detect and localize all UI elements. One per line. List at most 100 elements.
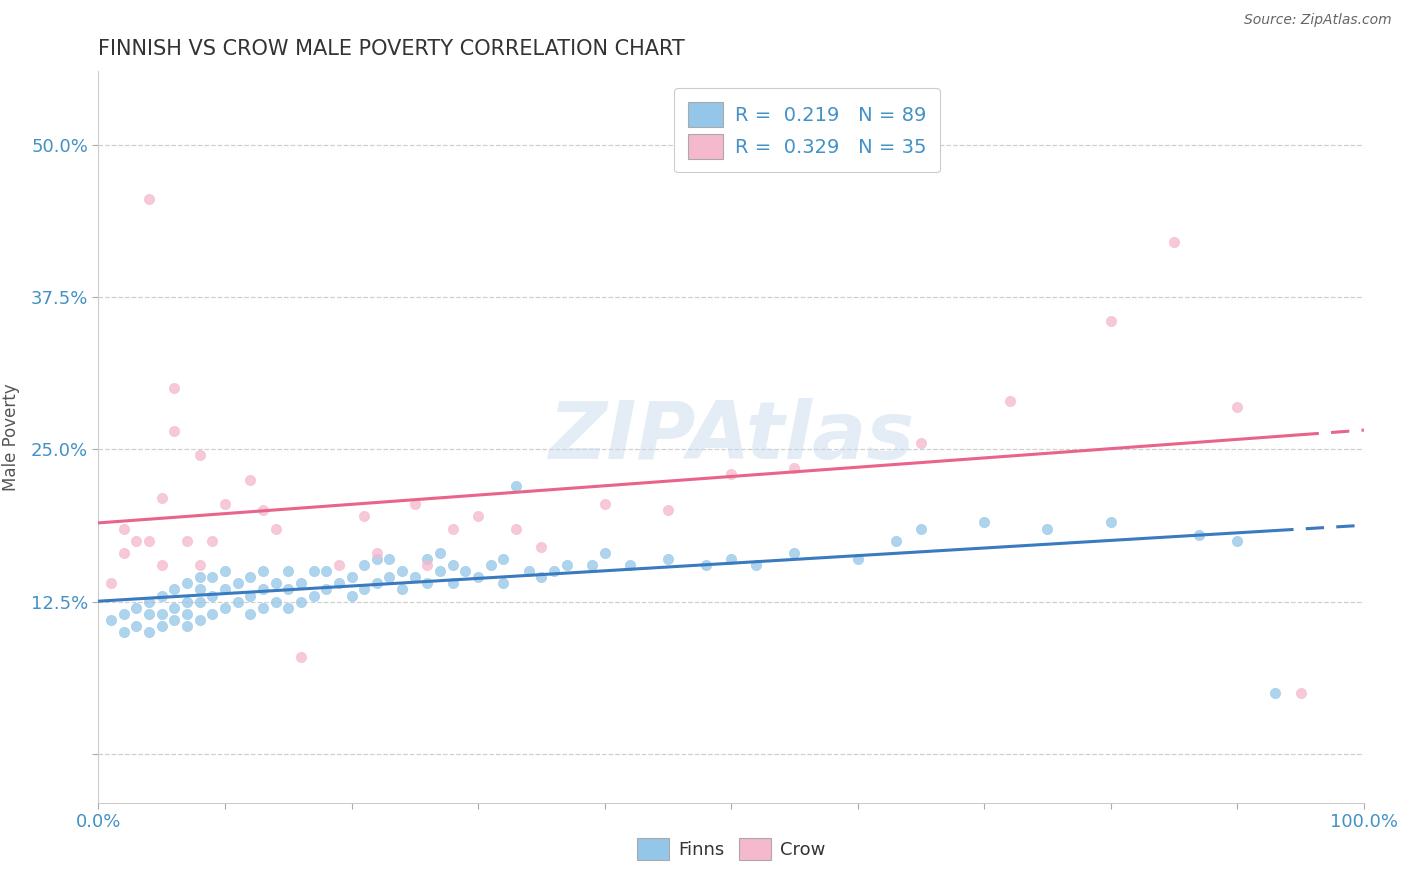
Point [264,576,287,591]
Point [163,582,186,597]
Point [1188,527,1211,541]
Point [290,594,312,608]
Point [176,576,198,591]
Point [467,509,489,524]
Point [188,582,211,597]
Point [201,589,224,603]
Point [593,497,616,511]
Point [555,558,578,573]
Point [138,625,160,640]
Point [125,619,148,633]
Point [1226,400,1249,414]
Point [720,467,742,481]
Point [214,497,236,511]
Point [112,521,135,535]
Point [252,564,274,578]
Point [720,552,742,566]
Point [1264,686,1286,700]
Point [214,564,236,578]
Point [353,582,375,597]
Point [188,558,211,573]
Point [201,607,224,621]
Point [441,576,464,591]
Point [302,564,325,578]
Point [378,552,401,566]
Point [150,589,173,603]
Point [441,558,464,573]
Point [467,570,489,584]
Point [150,619,173,633]
Point [138,533,160,548]
Point [353,509,375,524]
Point [998,393,1021,408]
Text: ZIPAtlas: ZIPAtlas [548,398,914,476]
Point [416,552,439,566]
Point [783,546,806,560]
Point [884,533,907,548]
Point [530,570,553,584]
Point [657,552,679,566]
Point [214,600,236,615]
Point [138,594,160,608]
Point [302,589,325,603]
Point [176,533,198,548]
Point [277,600,299,615]
Point [252,582,274,597]
Point [163,424,186,438]
Point [1099,314,1122,328]
Point [619,558,641,573]
Point [188,448,211,462]
Point [176,619,198,633]
Point [239,473,262,487]
Point [328,558,350,573]
Point [112,607,135,621]
Point [125,600,148,615]
Point [846,552,869,566]
Point [366,576,388,591]
Point [910,521,932,535]
Point [505,479,527,493]
Point [783,460,806,475]
Point [163,600,186,615]
Point [657,503,679,517]
Point [239,607,262,621]
Point [150,491,173,505]
Point [112,546,135,560]
Point [138,607,160,621]
Point [366,546,388,560]
Point [479,558,502,573]
Point [100,576,122,591]
Point [226,594,249,608]
Point [315,564,337,578]
Point [188,613,211,627]
Point [340,589,363,603]
Point [1226,533,1249,548]
Point [226,576,249,591]
Point [517,564,540,578]
Point [100,613,122,627]
Point [112,625,135,640]
Point [150,607,173,621]
Point [1036,521,1059,535]
Point [277,582,299,597]
Y-axis label: Male Poverty: Male Poverty [1,384,20,491]
Point [201,570,224,584]
Point [163,613,186,627]
Point [441,521,464,535]
Point [404,570,426,584]
Point [366,552,388,566]
Point [543,564,565,578]
Point [581,558,603,573]
Point [391,582,413,597]
Point [315,582,337,597]
Point [252,503,274,517]
Point [264,594,287,608]
Text: FINNISH VS CROW MALE POVERTY CORRELATION CHART: FINNISH VS CROW MALE POVERTY CORRELATION… [98,38,685,59]
Point [1289,686,1312,700]
Point [378,570,401,584]
Point [290,576,312,591]
Point [188,594,211,608]
Point [416,576,439,591]
Point [416,558,439,573]
Point [1099,516,1122,530]
